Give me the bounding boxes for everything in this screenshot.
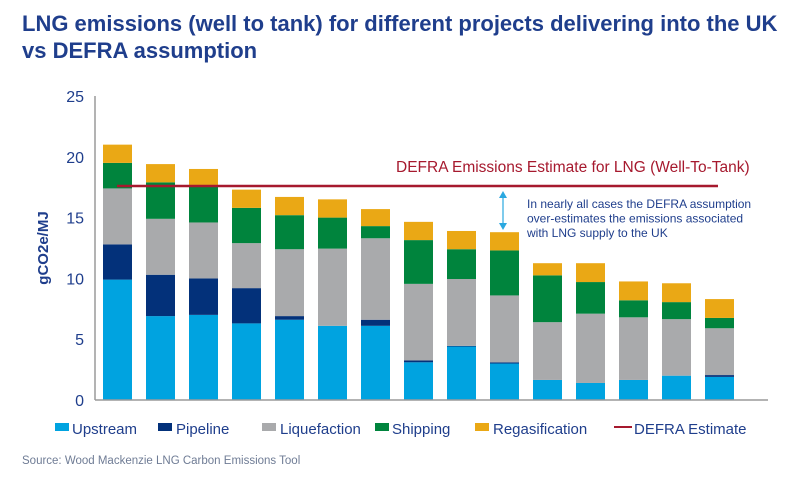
bar-segment-regasification: [576, 263, 605, 283]
chart-title: LNG emissions (well to tank) for differe…: [22, 11, 778, 63]
bar-segment-regasification: [189, 168, 218, 186]
legend-swatch-liquefaction: [262, 423, 276, 431]
bar-segment-regasification: [662, 283, 691, 303]
bar-segment-shipping: [146, 182, 175, 219]
bar-segment-regasification: [146, 164, 175, 183]
bar-segment-liquefaction: [146, 218, 175, 275]
bar-segment-pipeline: [146, 274, 175, 317]
bar-segment-shipping: [662, 302, 691, 320]
bar-segment-shipping: [275, 215, 304, 250]
bar-segment-shipping: [103, 162, 132, 189]
bar-segment-liquefaction: [318, 248, 347, 326]
bar-segment-regasification: [232, 189, 261, 208]
bar-segment-shipping: [619, 300, 648, 318]
bar-segment-upstream: [361, 325, 390, 400]
bar-segment-upstream: [447, 346, 476, 400]
arrow-up-icon: [499, 191, 507, 198]
bar-segment-regasification: [404, 221, 433, 241]
bar-segment-upstream: [705, 376, 734, 400]
bar-segment-shipping: [361, 226, 390, 239]
bar-segment-pipeline: [447, 345, 476, 347]
bar-segment-upstream: [662, 375, 691, 400]
bar-segment-liquefaction: [705, 328, 734, 376]
bar-segment-upstream: [189, 314, 218, 400]
bar-segment-shipping: [705, 317, 734, 329]
bar-segment-shipping: [533, 275, 562, 323]
bar-segment-regasification: [533, 263, 562, 276]
y-tick-label: 10: [66, 271, 84, 288]
legend-label: Shipping: [392, 421, 450, 438]
bar-segment-upstream: [103, 279, 132, 400]
bar-segment-upstream: [146, 316, 175, 400]
bar-segment-shipping: [490, 250, 519, 296]
bar-segment-upstream: [275, 319, 304, 400]
bar-segment-liquefaction: [490, 295, 519, 363]
legend-swatch-upstream: [55, 423, 69, 431]
bar-segment-pipeline: [189, 278, 218, 315]
bar-segment-liquefaction: [662, 319, 691, 376]
bar-segment-shipping: [576, 282, 605, 314]
legend-swatch-shipping: [375, 423, 389, 431]
bar-segment-liquefaction: [275, 249, 304, 317]
annotation-text: In nearly all cases the DEFRA assumption: [527, 197, 751, 211]
bar-segment-regasification: [490, 232, 519, 251]
bar-segment-pipeline: [490, 362, 519, 364]
annotation-text: with LNG supply to the UK: [526, 226, 668, 240]
bar-segment-shipping: [404, 240, 433, 284]
bar-segment-shipping: [447, 249, 476, 280]
bar-segment-regasification: [318, 199, 347, 218]
annotation-text: over-estimates the emissions associated: [527, 212, 743, 226]
legend-label: DEFRA Estimate: [634, 421, 747, 438]
bar-segment-pipeline: [404, 360, 433, 363]
legend-swatch-pipeline: [158, 423, 172, 431]
bar-segment-pipeline: [232, 288, 261, 324]
legend-label: Regasification: [493, 421, 587, 438]
y-tick-label: 15: [66, 211, 84, 228]
bar-segment-liquefaction: [189, 222, 218, 279]
bar-segment-upstream: [318, 325, 347, 400]
legend-label: Liquefaction: [280, 421, 361, 438]
bar-segment-pipeline: [103, 244, 132, 280]
arrow-down-icon: [499, 223, 507, 230]
legend-label: Upstream: [72, 421, 137, 438]
bar-segment-upstream: [619, 379, 648, 400]
bar-segment-upstream: [576, 382, 605, 400]
bar-segment-shipping: [232, 207, 261, 244]
bar-segment-regasification: [103, 144, 132, 163]
y-axis-label: gCO2e/MJ: [35, 211, 52, 284]
bar-segment-liquefaction: [232, 243, 261, 289]
bar-segment-liquefaction: [576, 313, 605, 383]
bar-segment-pipeline: [275, 316, 304, 320]
bar-segment-regasification: [275, 196, 304, 216]
bar-segment-regasification: [705, 299, 734, 318]
legend-label: Pipeline: [176, 421, 229, 438]
bar-segment-shipping: [189, 185, 218, 223]
bar-segment-upstream: [404, 362, 433, 400]
y-tick-label: 25: [66, 89, 84, 106]
legend-swatch-regasification: [475, 423, 489, 431]
bar-segment-liquefaction: [619, 317, 648, 380]
bar-segment-upstream: [533, 379, 562, 400]
bar-segment-upstream: [490, 363, 519, 400]
bar-segment-pipeline: [705, 375, 734, 377]
y-tick-label: 20: [66, 150, 84, 167]
bar-segment-pipeline: [361, 319, 390, 326]
bar-segment-regasification: [361, 209, 390, 227]
bar-segment-liquefaction: [533, 322, 562, 380]
bar-segment-liquefaction: [404, 283, 433, 361]
bar-segment-regasification: [447, 230, 476, 250]
y-tick-label: 5: [75, 332, 84, 349]
bar-segment-liquefaction: [361, 238, 390, 320]
defra-line-label: DEFRA Emissions Estimate for LNG (Well-T…: [396, 159, 750, 176]
bar-segment-regasification: [619, 281, 648, 301]
source-note: Source: Wood Mackenzie LNG Carbon Emissi…: [22, 455, 301, 467]
bar-segment-liquefaction: [447, 279, 476, 346]
bar-segment-liquefaction: [103, 188, 132, 245]
bar-segment-upstream: [232, 323, 261, 400]
bar-segment-shipping: [318, 217, 347, 249]
y-tick-label: 0: [75, 393, 84, 410]
